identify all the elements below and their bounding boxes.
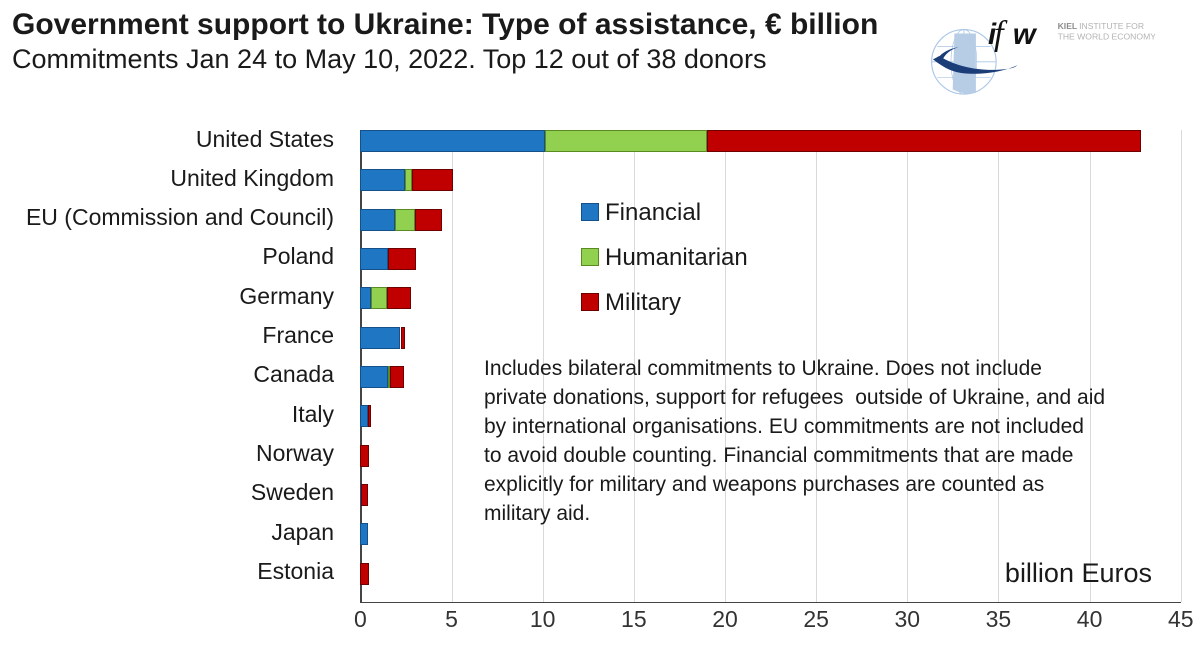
svg-text:KIEL: KIEL — [1058, 21, 1078, 31]
svg-text:THE WORLD ECONOMY: THE WORLD ECONOMY — [1058, 32, 1155, 42]
svg-text:f: f — [994, 18, 1008, 53]
svg-text:w: w — [1013, 19, 1038, 51]
svg-text:INSTITUTE FOR: INSTITUTE FOR — [1079, 21, 1144, 31]
